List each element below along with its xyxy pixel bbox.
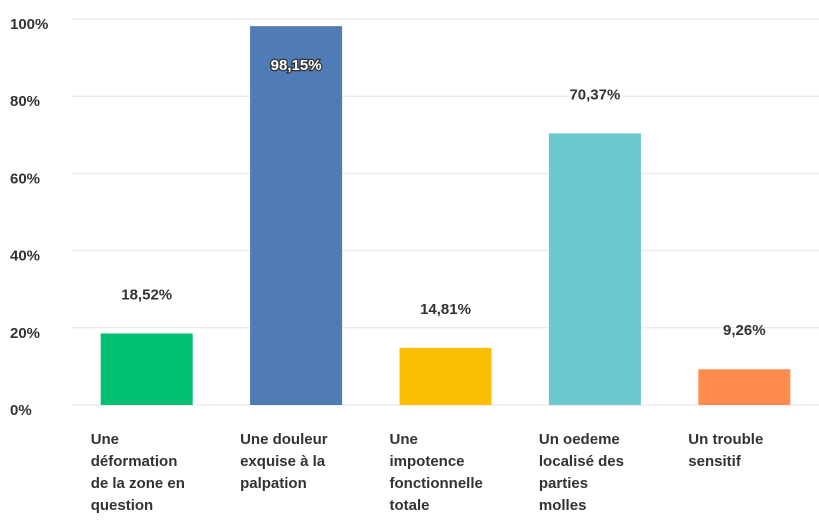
- bar: [100, 333, 193, 405]
- bar: [548, 133, 641, 405]
- y-tick-label: 20%: [10, 325, 40, 342]
- bar: [250, 26, 343, 406]
- y-tick-label: 80%: [10, 93, 40, 110]
- y-tick-label: 40%: [10, 248, 40, 265]
- bar: [399, 347, 492, 405]
- bar: [698, 369, 791, 405]
- value-label: 14,81%: [420, 301, 471, 318]
- value-label: 18,52%: [121, 286, 172, 303]
- y-tick-label: 60%: [10, 170, 40, 187]
- value-label: 98,15%: [271, 57, 322, 74]
- value-label: 70,37%: [569, 86, 620, 103]
- x-tick-label: Un oedeme localisé des parties molles: [539, 431, 624, 514]
- x-tick-label: Une douleur exquise à la palpation: [240, 431, 328, 492]
- x-tick-label: Un trouble sensitif: [688, 431, 763, 470]
- y-tick-label: 0%: [10, 402, 32, 419]
- value-label: 9,26%: [723, 322, 766, 339]
- x-tick-label: Une déformation de la zone en question: [91, 431, 185, 514]
- y-tick-label: 100%: [10, 16, 48, 33]
- x-tick-label: Une impotence fonctionnelle totale: [390, 431, 483, 514]
